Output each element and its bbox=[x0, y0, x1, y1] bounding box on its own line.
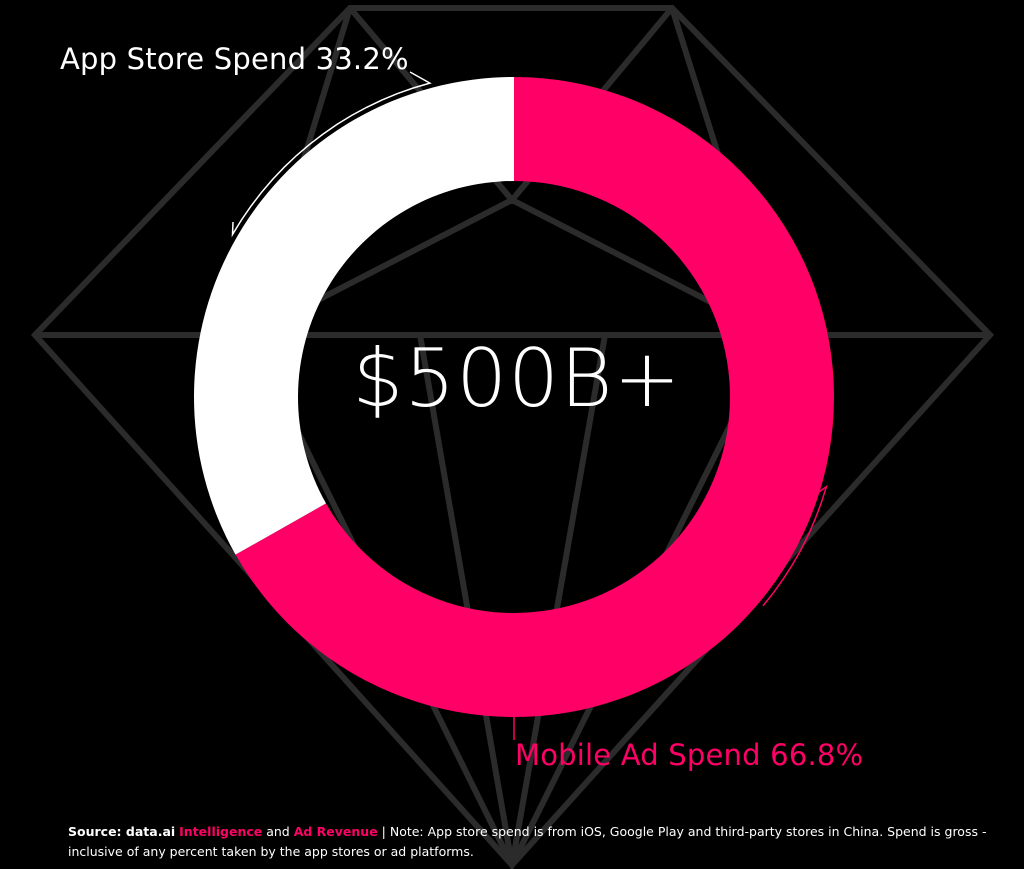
mobile-ad-spend-slice bbox=[235, 77, 834, 717]
app-store-spend-slice bbox=[193, 77, 514, 555]
source-brand: data.ai bbox=[125, 824, 176, 839]
mobile-ad-spend-label: Mobile Ad Spend 66.8% bbox=[515, 738, 864, 772]
mobile-ad-leader-line bbox=[513, 484, 828, 740]
center-total-label: $500B+ bbox=[352, 332, 682, 425]
donut-slices bbox=[193, 77, 834, 717]
app-store-spend-label: App Store Spend 33.2% bbox=[60, 42, 409, 76]
source-and: and bbox=[262, 824, 294, 839]
app-store-leader-line bbox=[231, 71, 432, 238]
label-leader-lines bbox=[231, 71, 828, 740]
diamond-outline-segment bbox=[248, 196, 777, 338]
source-prefix: Source: bbox=[68, 824, 126, 839]
source-footnote: Source: data.ai Intelligence and Ad Reve… bbox=[68, 822, 1008, 862]
intelligence-link[interactable]: Intelligence bbox=[179, 824, 263, 839]
footnote-note: | Note: App store spend is from iOS, Goo… bbox=[68, 824, 987, 859]
diamond-outline-segment bbox=[417, 334, 608, 866]
ad-revenue-link[interactable]: Ad Revenue bbox=[293, 824, 378, 839]
